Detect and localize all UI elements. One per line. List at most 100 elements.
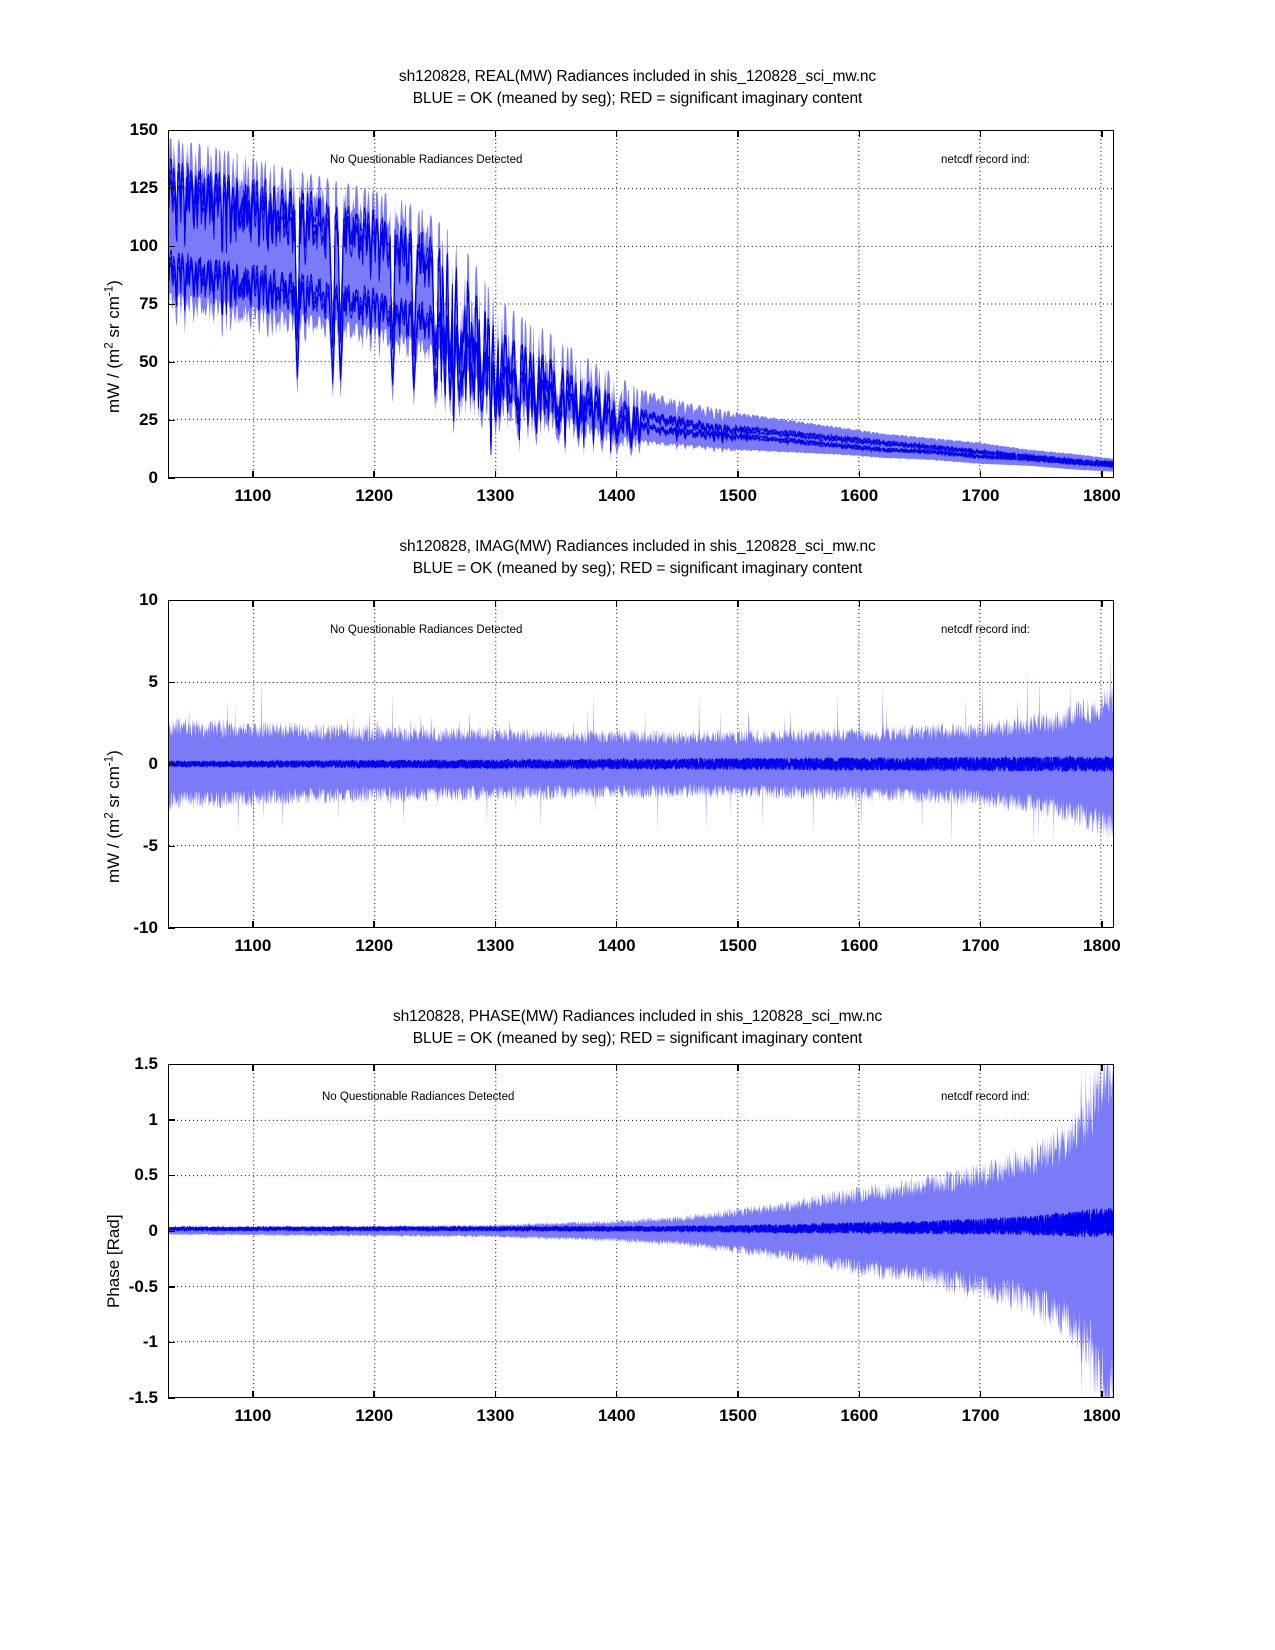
ytick-label: 0.5	[134, 1165, 158, 1185]
xtick-mark	[737, 471, 739, 478]
xtick-mark	[616, 471, 618, 478]
ytick-mark	[168, 599, 175, 601]
ytick-label: 1	[148, 1109, 158, 1129]
xtick-mark-top	[737, 600, 739, 607]
xtick-mark-top	[252, 130, 254, 137]
xtick-mark-top	[494, 130, 497, 137]
ytick-mark	[168, 1397, 175, 1399]
ytick-mark	[168, 1174, 175, 1177]
xtick-mark	[494, 921, 497, 928]
panel-imag-plot-area	[168, 600, 1114, 928]
xtick-mark-top	[858, 130, 860, 137]
xtick-mark	[1101, 1391, 1103, 1398]
xtick-label: 1100	[234, 1406, 272, 1425]
ytick-mark	[168, 1119, 175, 1121]
ytick-mark	[168, 129, 175, 131]
ytick-label: 0	[148, 1221, 158, 1240]
panel-phase-annotation-left: No Questionable Radiances Detected	[322, 1091, 515, 1103]
xtick-label: 1700	[961, 936, 1000, 955]
xtick-mark	[373, 1391, 375, 1398]
xtick-label: 1500	[719, 486, 757, 505]
xtick-label: 1100	[234, 486, 272, 505]
xtick-label: 1600	[840, 1406, 879, 1425]
xtick-label: 1400	[597, 1406, 636, 1425]
xtick-mark-top	[858, 1064, 860, 1071]
panel-phase-title-line1: sh120828, PHASE(MW) Radiances included i…	[392, 1008, 883, 1025]
ytick-label: 0	[148, 468, 158, 487]
xtick-mark-top	[1101, 130, 1103, 137]
ytick-mark	[168, 245, 175, 247]
xtick-mark	[858, 921, 860, 928]
xtick-mark-top	[1101, 600, 1103, 607]
xtick-label: 1600	[840, 936, 879, 955]
xtick-label: 1300	[476, 486, 515, 505]
xtick-label: 1100	[234, 936, 272, 955]
xtick-mark	[1101, 921, 1103, 928]
xtick-mark-top	[1101, 1064, 1103, 1071]
ytick-label: 150	[129, 120, 158, 139]
ytick-label: -1.5	[128, 1388, 158, 1407]
xtick-label: 1400	[597, 936, 636, 955]
xtick-mark	[616, 1391, 618, 1398]
xtick-mark	[252, 1391, 254, 1398]
ytick-label: -0.5	[128, 1276, 158, 1296]
ytick-mark	[168, 845, 175, 847]
xtick-mark-top	[494, 1064, 497, 1071]
ytick-mark	[168, 681, 175, 683]
xtick-mark	[979, 921, 982, 928]
panel-real-curves	[169, 131, 1113, 477]
xtick-label: 1500	[719, 936, 757, 955]
ytick-label: -1	[142, 1332, 158, 1352]
xtick-mark-top	[494, 600, 497, 607]
xtick-mark-top	[616, 600, 618, 607]
panel-phase-annotation-right: netcdf record ind:	[941, 1091, 1030, 1103]
xtick-label: 1800	[1082, 936, 1121, 955]
ytick-mark	[168, 1286, 175, 1288]
xtick-label: 1700	[961, 486, 1000, 505]
xtick-mark-top	[373, 600, 375, 607]
xtick-mark-top	[737, 130, 739, 137]
panel-imag: sh120828, IMAG(MW) Radiances included in…	[0, 538, 1275, 988]
panel-imag-annotation-right: netcdf record ind:	[941, 624, 1030, 636]
panel-phase-curves	[169, 1065, 1113, 1397]
xtick-mark-top	[737, 1064, 739, 1071]
xtick-mark	[979, 471, 982, 478]
xtick-mark-top	[979, 600, 982, 607]
ytick-mark	[168, 1341, 175, 1344]
xtick-mark-top	[979, 130, 982, 137]
xtick-mark-top	[858, 600, 860, 607]
panel-imag-title-line1: sh120828, IMAG(MW) Radiances included in…	[399, 538, 876, 555]
ytick-mark	[168, 927, 175, 929]
xtick-label: 1400	[597, 486, 636, 505]
panel-phase: sh120828, PHASE(MW) Radiances included i…	[0, 1008, 1275, 1458]
xtick-mark-top	[252, 1064, 254, 1071]
ytick-mark	[168, 419, 175, 421]
ytick-mark	[168, 477, 175, 479]
ytick-label: 100	[129, 236, 158, 255]
ytick-mark	[168, 763, 175, 765]
xtick-mark	[494, 471, 497, 478]
ytick-mark	[168, 1063, 175, 1065]
panel-imag-curves	[169, 601, 1113, 927]
ytick-label: 0	[148, 754, 158, 773]
xtick-mark	[737, 921, 739, 928]
xtick-mark	[737, 1391, 739, 1398]
ytick-label: 5	[148, 672, 158, 691]
ytick-mark	[168, 1230, 175, 1232]
xtick-mark	[979, 1391, 982, 1398]
panel-real-plot-area	[168, 130, 1114, 478]
xtick-mark	[858, 1391, 860, 1398]
xtick-label: 1500	[719, 1406, 757, 1425]
ytick-label: 50	[139, 352, 158, 371]
xtick-mark	[252, 471, 254, 478]
xtick-label: 1800	[1082, 486, 1121, 505]
xtick-label: 1200	[355, 936, 394, 955]
xtick-label: 1600	[840, 486, 879, 505]
xtick-mark	[252, 921, 254, 928]
xtick-mark-top	[979, 1064, 982, 1071]
ytick-mark	[168, 303, 175, 305]
xtick-mark	[1101, 471, 1103, 478]
xtick-label: 1300	[476, 1406, 515, 1425]
panel-real-annotation-right: netcdf record ind:	[941, 154, 1030, 166]
